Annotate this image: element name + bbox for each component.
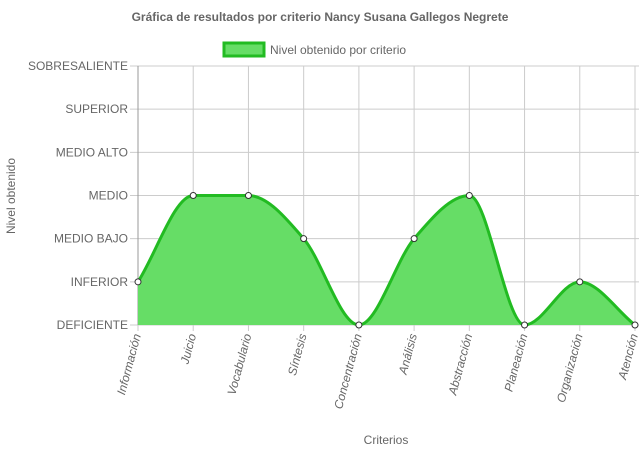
y-axis-ticks: DEFICIENTE INFERIOR MEDIO BAJO MEDIO MEDIO A… [28,59,128,332]
y-tick-label: MEDIO [89,189,128,203]
data-point[interactable] [134,278,142,286]
series-line [136,193,636,327]
y-tick-label: MEDIO ALTO [56,145,128,159]
x-axis-title: Criterios [364,433,409,447]
x-tick-label: Síntesis [285,332,310,377]
x-tick-label: Información [114,332,144,396]
x-tick-label: Vocabulario [225,332,255,397]
y-tick-label: MEDIO BAJO [54,232,128,246]
y-tick-label: DEFICIENTE [57,318,128,332]
data-point[interactable] [576,278,584,286]
x-tick-label: Organización [554,332,586,404]
data-point[interactable] [521,321,529,329]
y-tick-label: SUPERIOR [65,102,128,116]
y-axis-title: Nivel obtenido [4,158,18,234]
legend[interactable]: Nivel obtenido por criterio [222,41,406,58]
data-points [134,192,639,329]
data-point[interactable] [410,235,418,243]
plot-area [136,193,636,327]
data-point[interactable] [465,192,473,199]
data-point[interactable] [355,321,363,329]
series-area [138,195,635,325]
data-point[interactable] [244,192,252,199]
data-point[interactable] [300,235,308,243]
x-tick-label: Concentración [331,332,365,411]
chart-title: Gráfica de resultados por criterio Nancy… [132,10,509,24]
x-tick-label: Abstracción [445,332,475,397]
x-axis-ticks: Información Juicio Vocabulario Síntesis Conc… [114,332,639,411]
y-tick-label: SOBRESALIENTE [28,59,128,73]
x-tick-label: Atención [615,332,639,382]
legend-swatch [222,41,266,58]
y-tick-label: INFERIOR [71,275,129,289]
legend-label: Nivel obtenido por criterio [270,43,406,57]
x-tick-label: Juicio [177,332,199,367]
x-tick-label: Análisis [396,332,420,377]
x-tick-label: Planeación [502,332,531,393]
data-point[interactable] [189,192,197,199]
data-point[interactable] [631,321,639,329]
